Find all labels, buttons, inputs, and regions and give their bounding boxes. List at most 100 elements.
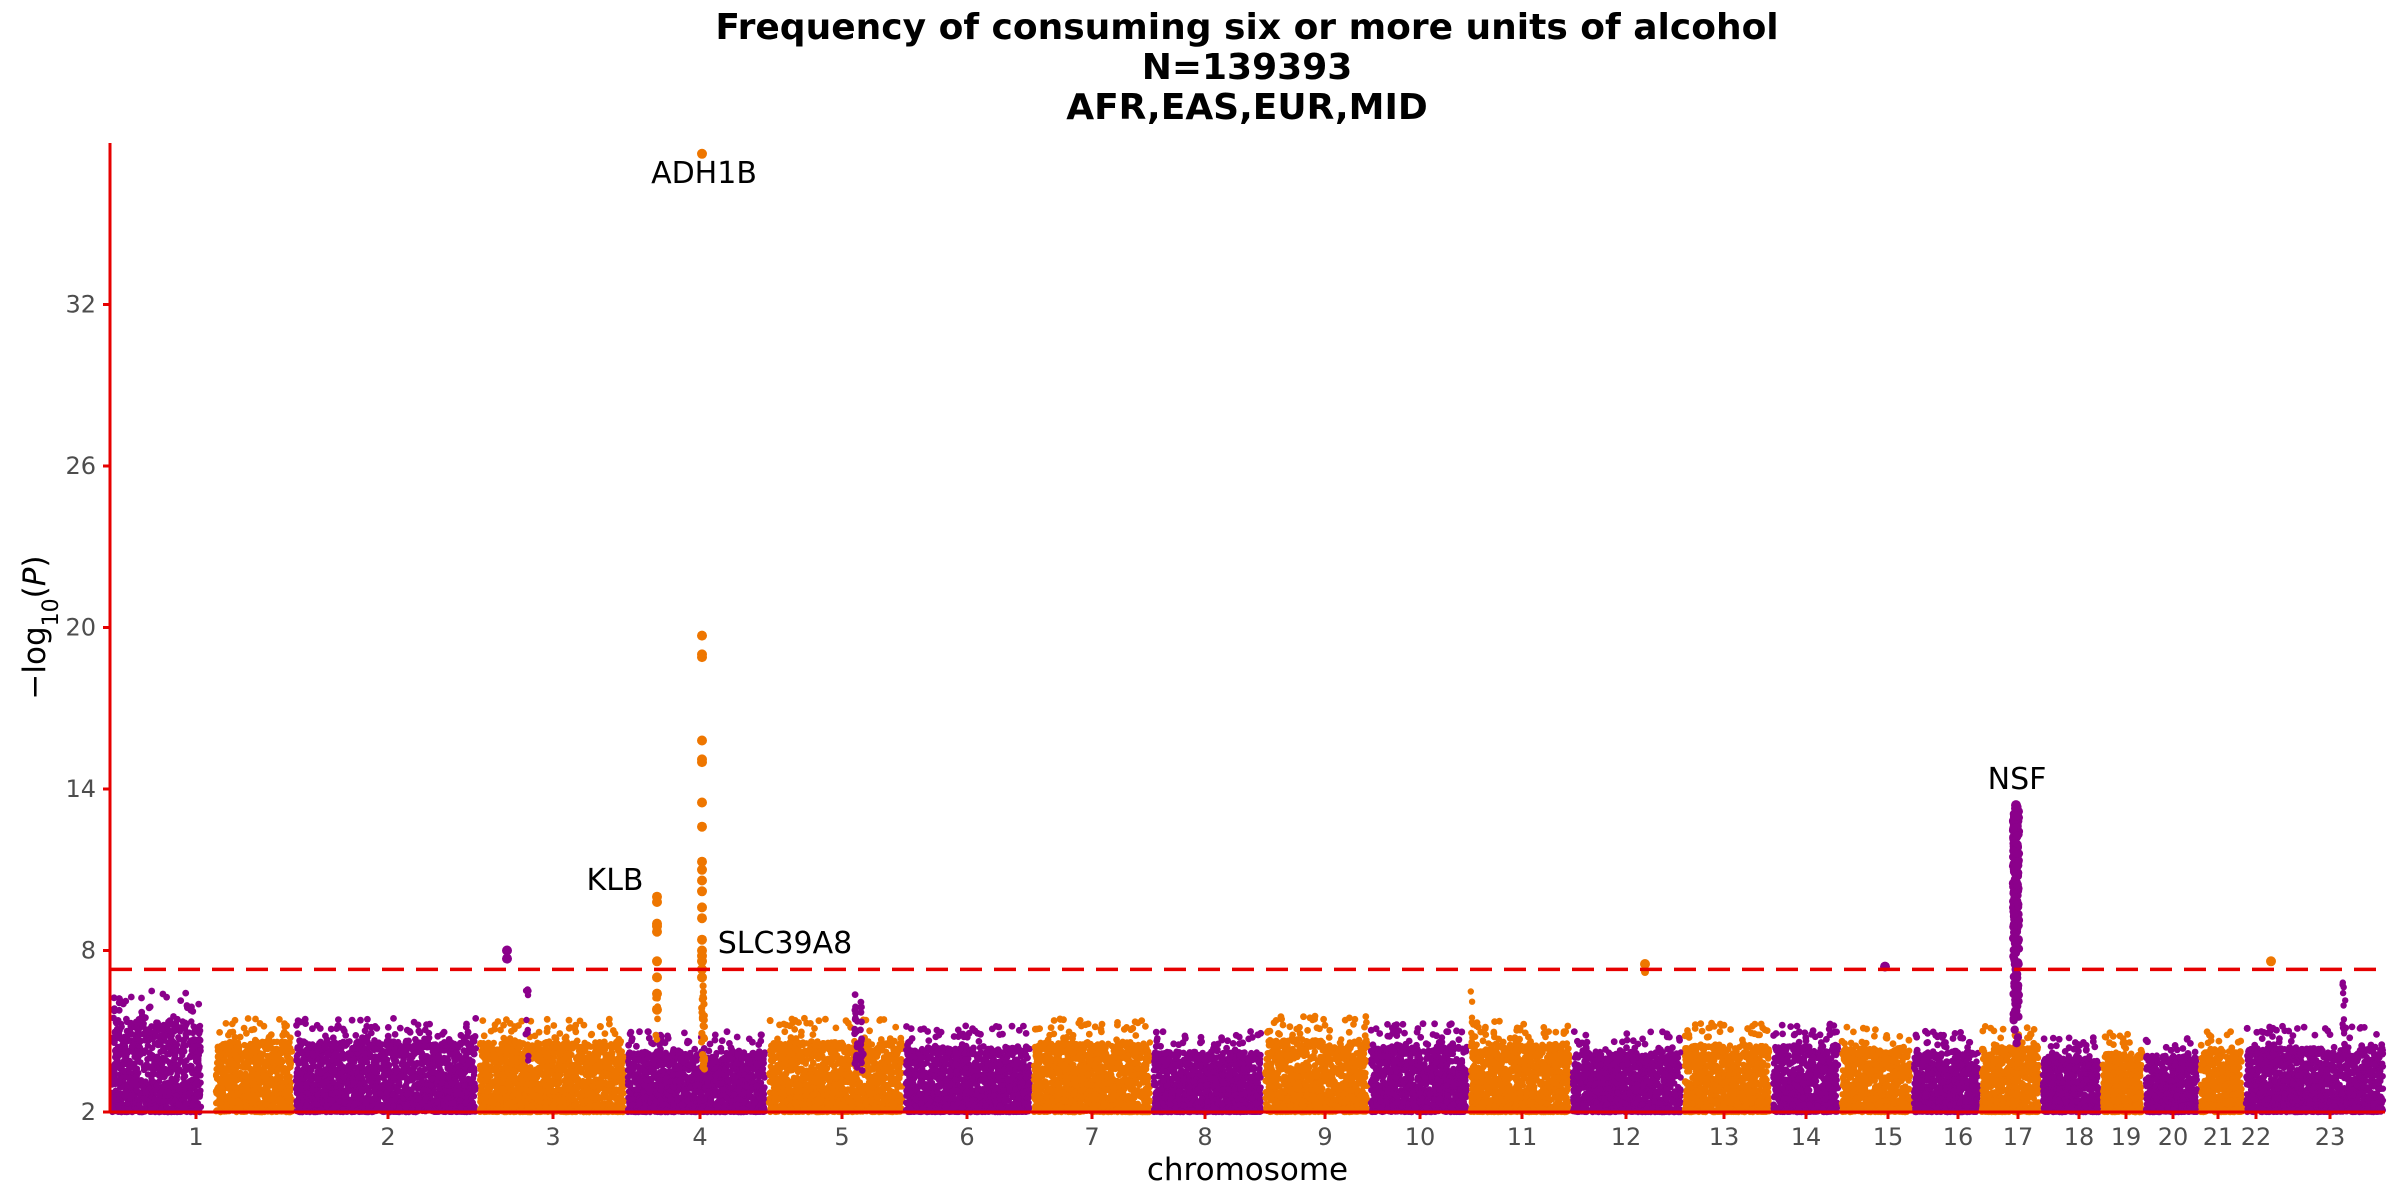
snp-point [392,1096,398,1102]
snp-point [133,1035,139,1041]
snp-point [192,1096,198,1102]
snp-point [174,1073,180,1079]
snp-point [451,1041,458,1048]
snp-point [161,1033,168,1040]
snp-point [357,1063,363,1069]
snp-point [177,997,184,1004]
snp-point [460,1047,467,1054]
snp-point [368,1073,374,1079]
snp-point [138,1009,145,1016]
snp-point [317,1025,324,1032]
snp-point [353,1042,359,1048]
snp-point [188,1038,194,1044]
snp-point [380,1073,386,1079]
snp-point [324,1051,331,1058]
snp-point [396,1079,402,1085]
snp-point [197,1037,204,1044]
snp-point [411,1062,417,1068]
snp-point [225,1095,231,1101]
snp-point [182,990,189,997]
snp-point [138,995,145,1002]
snp-point [252,1016,259,1023]
snp-point [121,1068,127,1074]
snp-point [380,1061,386,1067]
snp-point [279,1084,285,1090]
snp-point [371,1045,378,1052]
snp-point [453,1091,459,1097]
snp-point [180,1075,186,1081]
snp-point [311,1081,317,1087]
snp-point [315,1076,321,1082]
snp-point [464,1033,471,1040]
snp-point [421,1086,427,1092]
snp-point [377,1091,383,1097]
snp-point [167,1061,173,1067]
snp-point [225,1078,231,1084]
snp-point [250,1071,256,1077]
snp-point [180,1046,186,1052]
snp-point [302,1063,308,1069]
snp-point [159,1061,165,1067]
snp-point [407,1053,413,1059]
snp-point [392,1061,398,1067]
snp-point [387,1043,394,1050]
snp-point [175,1034,181,1040]
snp-point [188,1063,194,1069]
snp-point [352,1032,359,1039]
snp-point [124,1100,130,1106]
snp-point [174,1016,181,1023]
snp-point [392,1031,399,1038]
snp-point [322,1033,329,1040]
snp-point [385,1024,392,1031]
snp-point [217,1062,223,1068]
snp-point [342,1093,348,1099]
snp-point [267,1067,273,1073]
snp-point [154,1054,160,1060]
snp-point [165,1044,171,1050]
snp-point [467,1103,473,1109]
snp-point [403,1038,410,1045]
snp-point [430,1069,436,1075]
snp-point [317,1070,323,1076]
snp-point [189,1102,195,1108]
snp-point [368,1079,374,1085]
snp-point [136,1103,142,1109]
snp-point [422,1096,428,1102]
snp-point [182,1094,188,1100]
snp-point [330,1079,336,1085]
snp-point [140,1084,146,1090]
snp-point [412,1043,419,1050]
snp-point [410,1102,416,1108]
snp-point [372,1095,378,1101]
snp-point [115,1017,122,1024]
snp-point [293,1086,299,1092]
snp-point [341,1074,347,1080]
snp-point [163,994,170,1001]
snp-point [350,1079,356,1085]
snp-point [255,1056,262,1063]
snp-point [585,1079,591,1085]
snp-point [175,1102,181,1108]
snp-point [383,1090,389,1096]
snp-point [182,1031,188,1037]
snp-point [272,1088,278,1094]
snp-point [309,1025,316,1032]
snp-point [229,1021,236,1028]
snp-point [263,1075,269,1081]
snp-point [222,1057,228,1063]
snp-point [149,1070,155,1076]
snp-point [128,994,135,1001]
snp-point [111,1005,118,1012]
snp-point [339,1064,345,1070]
snp-point [387,1085,393,1091]
snp-point [273,1076,279,1082]
snp-point [396,1088,402,1094]
snp-point [232,1052,238,1058]
snp-point [315,1063,321,1069]
snp-point [472,1015,479,1022]
snp-point [303,1102,309,1108]
snp-point [336,1046,343,1053]
snp-point [275,1067,281,1073]
snp-point [134,1087,140,1093]
snp-point [135,1097,141,1103]
